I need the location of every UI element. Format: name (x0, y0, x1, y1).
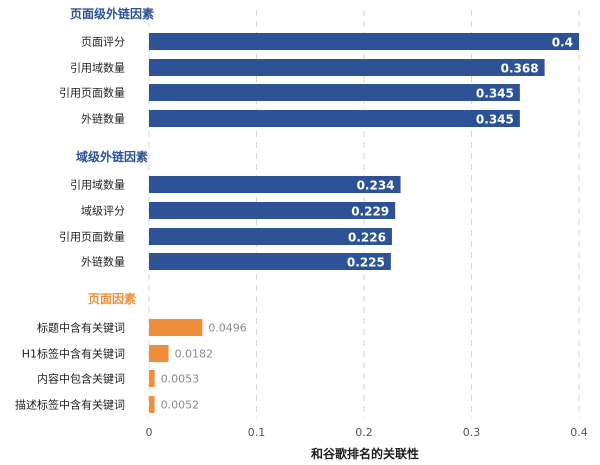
data-label: 0.0182 (175, 348, 214, 361)
category-label: 引用域数量 (70, 178, 125, 192)
bar (149, 253, 391, 270)
data-label: 0.0053 (161, 373, 200, 386)
bar (149, 33, 579, 50)
bar (149, 319, 203, 336)
data-label: 0.0052 (161, 399, 200, 412)
category-label: 内容中包含关键词 (37, 372, 125, 386)
data-label: 0.4 (552, 36, 573, 50)
category-label: 页面评分 (81, 36, 125, 49)
x-tick-label: 0.1 (248, 426, 266, 439)
category-label: H1标签中含有关键词 (22, 347, 125, 361)
data-label: 0.229 (351, 205, 389, 219)
bar (149, 228, 392, 245)
bar (149, 202, 396, 219)
category-label: 外链数量 (81, 255, 125, 269)
category-label: 引用域数量 (70, 61, 125, 75)
x-axis: 和谷歌排名的关联性 0 0.1 0.2 0.3 0.4 (146, 426, 588, 461)
data-label: 0.226 (348, 231, 386, 245)
group-title: 域级外链因素 (76, 149, 148, 164)
data-label: 0.368 (501, 62, 539, 76)
category-label: 域级评分 (81, 205, 125, 218)
category-label: 标题中含有关键词 (37, 321, 125, 335)
x-tick-label: 0 (146, 426, 153, 439)
data-label: 0.234 (357, 179, 395, 193)
bars (149, 33, 579, 413)
group-title: 页面因素 (88, 291, 136, 306)
x-tick-label: 0.2 (355, 426, 373, 439)
data-label: 0.345 (476, 113, 514, 127)
bar (149, 84, 520, 101)
bar (149, 110, 520, 127)
data-label: 0.345 (476, 87, 514, 101)
x-tick-label: 0.3 (463, 426, 481, 439)
category-label: 描述标签中含有关键词 (15, 398, 125, 412)
x-tick-label: 0.4 (570, 426, 588, 439)
bar (149, 345, 169, 362)
bar (149, 396, 155, 413)
category-label: 引用页面数量 (59, 86, 125, 100)
data-label: 0.0496 (208, 322, 247, 335)
bar (149, 370, 155, 387)
bar (149, 59, 545, 76)
category-label: 引用页面数量 (59, 230, 125, 244)
category-label: 外链数量 (81, 112, 125, 126)
group-title: 页面级外链因素 (70, 6, 154, 21)
bar (149, 176, 401, 193)
data-label: 0.225 (347, 256, 385, 270)
x-axis-title: 和谷歌排名的关联性 (310, 446, 419, 461)
